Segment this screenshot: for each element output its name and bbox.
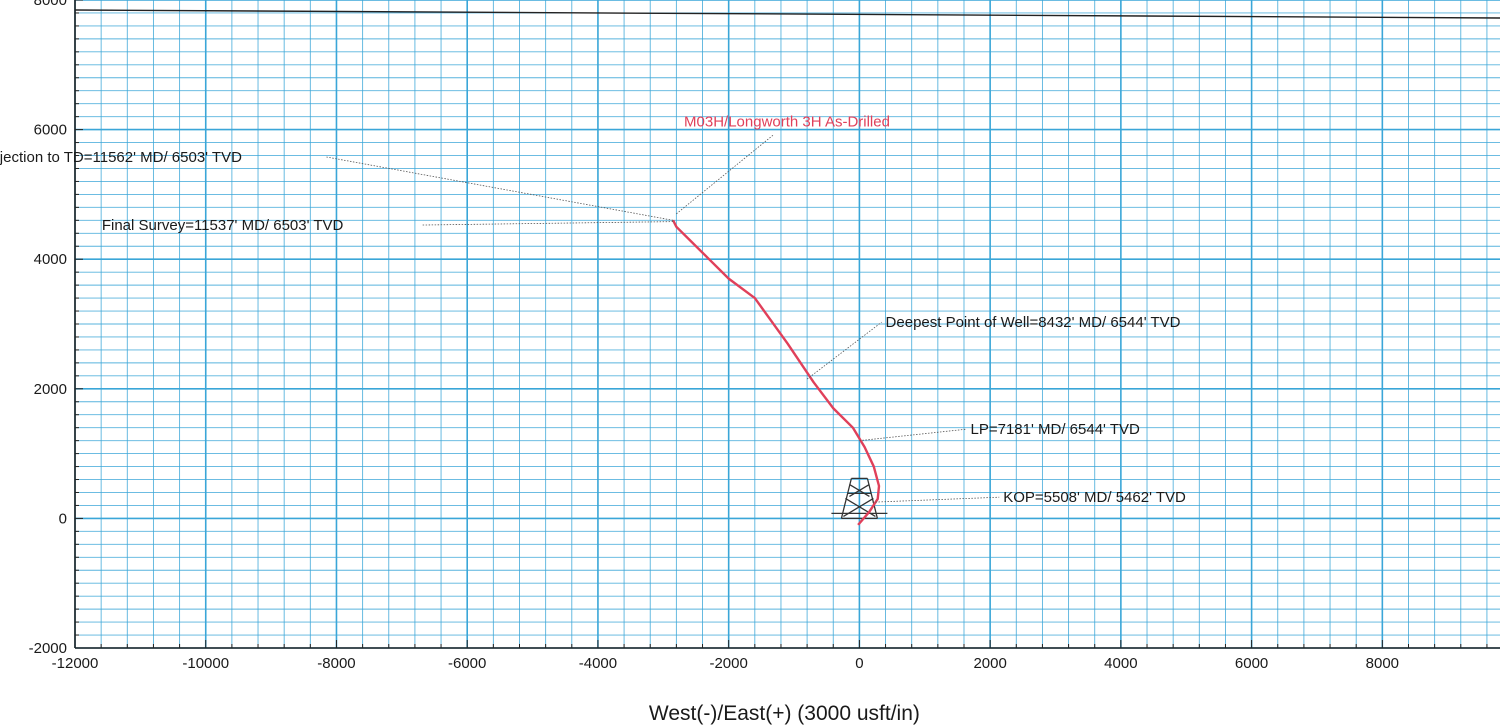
top-frame-line: [74, 9, 1501, 19]
rig-strut: [843, 497, 874, 517]
annotation-lp: LP=7181' MD/ 6544' TVD: [859, 421, 1140, 442]
x-tick-label: 2000: [973, 655, 1006, 672]
rig-strut: [849, 483, 870, 497]
annotation-final-survey: Final Survey=11537' MD/ 6503' TVD: [102, 217, 674, 234]
tick-labels: -12000 -10000 -8000 -6000 -4000 -2000 0 2000 400…: [29, 0, 1399, 672]
x-tick-label: 0: [855, 655, 863, 672]
x-tick-label: -12000: [52, 655, 99, 672]
annotation-leader-line: [676, 134, 775, 215]
x-tick-label: 6000: [1235, 655, 1268, 672]
grid-lines: [74, 0, 1500, 649]
x-axis-title: West(-)/East(+) (3000 usft/in): [649, 702, 920, 725]
x-tick-label: 4000: [1104, 655, 1137, 672]
drilling-rig-icon: [831, 477, 888, 520]
y-tick-label: 8000: [34, 0, 67, 9]
annotation-leader-line: [859, 428, 967, 442]
y-tick-label: -2000: [29, 640, 67, 657]
annotations: Projection to TD=11562' MD/ 6503' TVD Fin…: [0, 113, 1186, 506]
y-tick-label: 6000: [34, 122, 67, 139]
x-tick-label: 8000: [1366, 655, 1399, 672]
x-tick-label: -2000: [709, 655, 747, 672]
annotation-label: M03H/Longworth 3H As-Drilled: [684, 113, 890, 130]
annotation-leader-line: [421, 221, 674, 226]
annotation-label: LP=7181' MD/ 6544' TVD: [971, 421, 1140, 438]
series-layer: [672, 219, 881, 526]
annotation-leader-line: [872, 496, 1000, 503]
annotation-label: Projection to TD=11562' MD/ 6503' TVD: [0, 149, 242, 166]
annotation-kop: KOP=5508' MD/ 5462' TVD: [872, 489, 1186, 506]
annotation-leader-line: [326, 156, 674, 221]
annotation-deepest-point: Deepest Point of Well=8432' MD/ 6544' TV…: [806, 314, 1181, 380]
y-tick-label: 4000: [34, 251, 67, 268]
annotation-leader-line: [806, 321, 882, 380]
well-path-line: [672, 219, 881, 526]
x-tick-label: -6000: [448, 655, 486, 672]
rig-strut: [845, 497, 876, 517]
x-tick-label: -8000: [317, 655, 355, 672]
axes: [74, 0, 1501, 649]
x-tick-label: -10000: [182, 655, 229, 672]
annotation-label: Final Survey=11537' MD/ 6503' TVD: [102, 217, 344, 234]
annotation-label: Deepest Point of Well=8432' MD/ 6544' TV…: [886, 314, 1181, 331]
annotation-projection: Projection to TD=11562' MD/ 6503' TVD: [0, 149, 674, 221]
x-tick-label: -4000: [579, 655, 617, 672]
y-tick-label: 0: [59, 510, 67, 527]
y-tick-label: 2000: [34, 381, 67, 398]
annotation-label: KOP=5508' MD/ 5462' TVD: [1003, 489, 1186, 506]
annotation-well-name: M03H/Longworth 3H As-Drilled: [676, 113, 890, 215]
